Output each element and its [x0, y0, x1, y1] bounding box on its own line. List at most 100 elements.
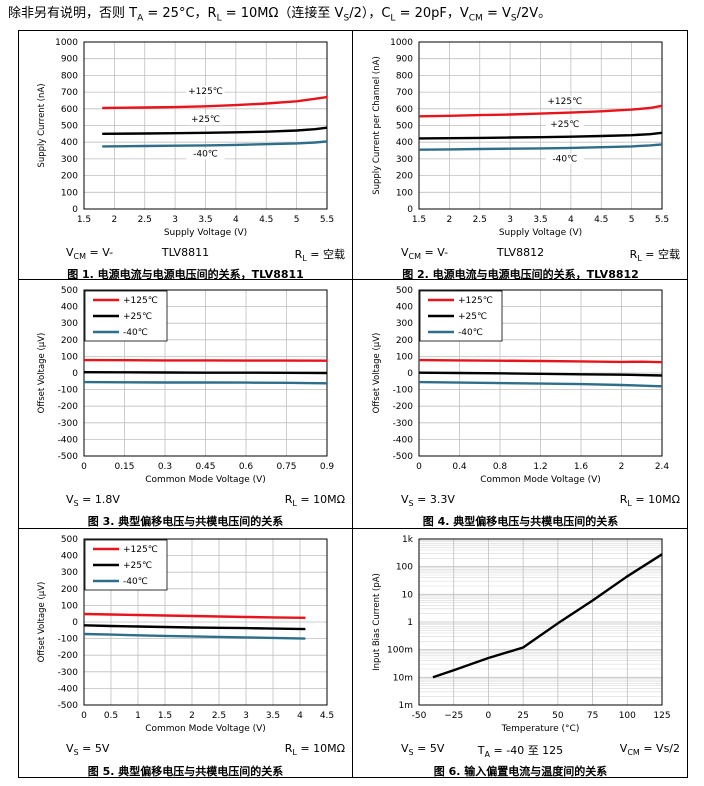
y-axis-label: Input Bias Current (pA)	[372, 573, 382, 671]
series-line-black	[83, 624, 306, 631]
x-tick-label: 3.5	[266, 711, 280, 721]
y-tick-label: 400	[61, 303, 78, 313]
x-tick-label: 125	[653, 711, 670, 721]
x-tick-label: 2.5	[473, 215, 487, 225]
y-tick-label: 300	[396, 319, 413, 329]
y-tick-label: 10	[402, 590, 414, 600]
x-tick-label: 25	[517, 711, 528, 721]
x-tick-label: 2.5	[212, 711, 226, 721]
condition-right: RL = 空载	[294, 248, 345, 264]
y-tick-label: 900	[61, 55, 78, 65]
figure-caption: 图 1. 电源电流与电源电压间的关系，TLV8811	[67, 268, 304, 281]
x-axis-label: Temperature (°C)	[501, 724, 580, 734]
series-line-teal	[418, 143, 663, 151]
y-tick-label: 700	[61, 88, 78, 98]
plot-frame	[418, 538, 663, 706]
y-tick-label: 1k	[402, 535, 414, 545]
x-tick-label: 75	[587, 711, 598, 721]
legend-label: -40℃	[123, 577, 148, 587]
series-label-bg	[186, 114, 225, 126]
x-tick-label: 50	[552, 711, 564, 721]
series-label: -40℃	[552, 154, 577, 164]
series-label-bg	[186, 148, 225, 160]
condition-middle: TLV8812	[496, 246, 545, 259]
fig4-svg: -500 -400 -300 -200 -100 0 100 200 300 400 500 0 0.4…	[372, 286, 670, 485]
x-tick-label: 2	[112, 215, 118, 225]
legend-label: -40℃	[123, 328, 148, 338]
y-tick-label: 100	[396, 188, 413, 198]
condition-middle: TLV8811	[161, 246, 210, 259]
x-tick-label: 100	[619, 711, 636, 721]
y-tick-label: -300	[393, 419, 414, 429]
y-tick-label: -300	[58, 668, 79, 678]
x-tick-label: 0.5	[104, 711, 118, 721]
series-line-black	[102, 126, 328, 135]
x-axis-label: Common Mode Voltage (V)	[145, 724, 266, 734]
condition-right: RL = 10MΩ	[284, 742, 345, 758]
series-label-bg	[545, 95, 584, 107]
condition-right: RL = 10MΩ	[619, 493, 680, 509]
y-tick-label: 500	[396, 286, 413, 296]
y-tick-label: 0	[407, 205, 413, 215]
condition-left: VS = 5V	[66, 742, 110, 758]
grid-divider-row2	[18, 528, 688, 529]
y-tick-label: -400	[58, 684, 79, 694]
page-header: 除非另有说明，否则 TA = 25°C，RL = 10MΩ（连接至 VS/2），…	[8, 6, 552, 24]
x-tick-label: 1	[135, 711, 141, 721]
x-tick-label: 1.5	[412, 215, 426, 225]
series-label: +125℃	[188, 87, 223, 97]
condition-middle: TA = -40 至 125	[477, 744, 564, 760]
y-tick-label: -300	[58, 419, 79, 429]
plot-frame	[418, 41, 663, 210]
y-tick-label: 0	[72, 369, 78, 379]
y-tick-label: 200	[61, 172, 78, 182]
figure-6-panel: 1m 10m 100m 1 10 100 1k -50 −25 0 25 50 75 100 125 Temp…	[353, 529, 688, 778]
x-tick-label: 4.5	[320, 711, 334, 721]
x-tick-label: 3	[172, 215, 178, 225]
x-tick-label: 1.5	[77, 215, 91, 225]
legend-label: +125℃	[123, 545, 158, 555]
x-tick-label: 3.5	[198, 215, 212, 225]
x-tick-label: 0.15	[114, 462, 134, 472]
x-tick-label: −25	[444, 711, 463, 721]
x-tick-label: 0.45	[195, 462, 215, 472]
y-tick-label: 1000	[390, 38, 413, 48]
y-tick-label: -200	[58, 402, 79, 412]
y-tick-label: 300	[61, 155, 78, 165]
y-tick-label: 1	[407, 618, 413, 628]
condition-right: RL = 空载	[629, 248, 680, 264]
figure-caption: 图 4. 典型偏移电压与共模电压间的关系	[422, 515, 619, 528]
y-tick-label: 500	[61, 286, 78, 296]
x-tick-label: 5.5	[655, 215, 669, 225]
x-tick-label: 5	[294, 215, 300, 225]
figure-2-panel: 0 100 200 300 400 500 600 700 800 900 1000 1.5 2 2.5 3…	[353, 30, 688, 281]
x-tick-label: 4.5	[259, 215, 273, 225]
series-label: +125℃	[547, 97, 582, 107]
x-tick-label: 5	[629, 215, 635, 225]
x-tick-label: 2	[619, 462, 625, 472]
x-tick-label: 0	[486, 711, 492, 721]
x-tick-label: 0.6	[239, 462, 254, 472]
figure-1-panel: 0 100 200 300 400 500 600 700 800 900 1000 1.5 2 2.5 3…	[18, 30, 353, 281]
x-tick-label: 0.4	[452, 462, 467, 472]
y-tick-label: 500	[61, 535, 78, 545]
x-tick-label: 2.4	[655, 462, 670, 472]
series-line-teal	[102, 140, 328, 148]
series-line-red	[418, 358, 663, 364]
y-axis-label: Offset Voltage (μV)	[37, 582, 47, 663]
y-tick-label: 200	[396, 172, 413, 182]
y-tick-label: -400	[393, 435, 414, 445]
figure-grid-border	[18, 30, 688, 778]
y-axis-label: Offset Voltage (μV)	[372, 333, 382, 414]
series-label: -40℃	[193, 149, 218, 159]
condition-left: VS = 1.8V	[66, 493, 120, 509]
y-tick-label: 400	[396, 138, 413, 148]
x-tick-label: 4	[233, 215, 239, 225]
series-label-bg	[545, 153, 584, 165]
y-tick-label: -500	[393, 452, 414, 462]
series-line-red	[83, 612, 306, 619]
figure-caption: 图 3. 典型偏移电压与共模电压间的关系	[87, 515, 284, 528]
figure-caption: 图 6. 输入偏置电流与温度间的关系	[433, 765, 608, 778]
figure-caption: 图 5. 典型偏移电压与共模电压间的关系	[87, 765, 284, 778]
y-tick-label: -400	[58, 435, 79, 445]
